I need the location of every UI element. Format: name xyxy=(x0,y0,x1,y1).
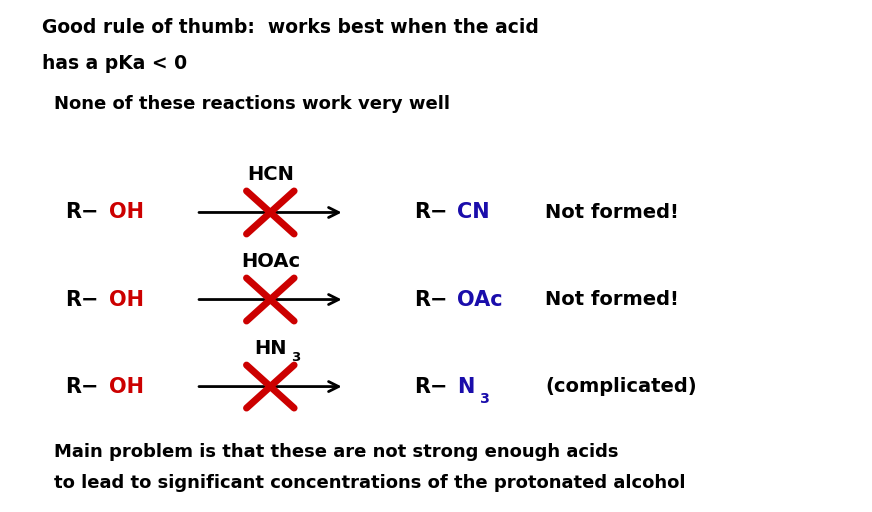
Text: CN: CN xyxy=(458,202,490,223)
Text: 3: 3 xyxy=(291,351,301,364)
Text: R−: R− xyxy=(65,376,99,397)
Text: HOAc: HOAc xyxy=(241,251,300,271)
Text: OH: OH xyxy=(109,289,144,310)
Text: R−: R− xyxy=(414,289,447,310)
Text: HN: HN xyxy=(254,338,287,358)
Text: R−: R− xyxy=(65,289,99,310)
Text: 3: 3 xyxy=(480,392,490,407)
Text: HCN: HCN xyxy=(247,164,294,184)
Text: None of these reactions work very well: None of these reactions work very well xyxy=(54,95,450,113)
Text: Good rule of thumb:  works best when the acid: Good rule of thumb: works best when the … xyxy=(42,18,539,37)
Text: (complicated): (complicated) xyxy=(545,377,697,396)
Text: Not formed!: Not formed! xyxy=(545,203,679,222)
Text: has a pKa < 0: has a pKa < 0 xyxy=(42,54,187,73)
Text: Main problem is that these are not strong enough acids: Main problem is that these are not stron… xyxy=(54,443,618,461)
Text: OH: OH xyxy=(109,376,144,397)
Text: to lead to significant concentrations of the protonated alcohol: to lead to significant concentrations of… xyxy=(54,474,685,492)
Text: OAc: OAc xyxy=(458,289,503,310)
Text: R−: R− xyxy=(65,202,99,223)
Text: R−: R− xyxy=(414,202,447,223)
Text: N: N xyxy=(458,376,474,397)
Text: R−: R− xyxy=(414,376,447,397)
Text: OH: OH xyxy=(109,202,144,223)
Text: Not formed!: Not formed! xyxy=(545,290,679,309)
